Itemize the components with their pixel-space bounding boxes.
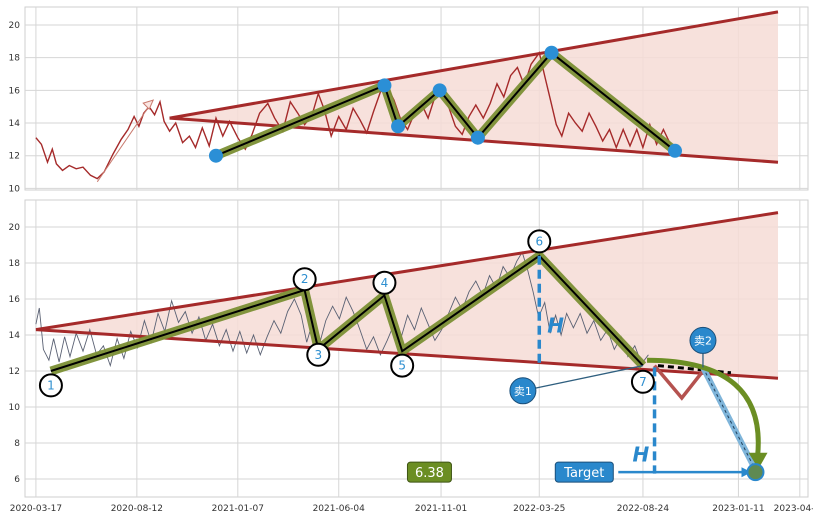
x-tick-label: 2021-11-01 — [415, 504, 467, 514]
bottom-triangle-fill — [35, 212, 778, 379]
blue-arrow-dash — [702, 367, 756, 471]
target-box — [554, 461, 614, 483]
pattern-point-marker — [544, 45, 559, 60]
x-tick-label: 2023-01-11 — [712, 504, 764, 514]
y-tick-label: 8 — [14, 439, 20, 449]
target-label: Target — [563, 466, 604, 481]
pattern-point-circle — [38, 373, 63, 398]
price-series-bottom — [35, 251, 649, 368]
sell-marker-label: 卖2 — [694, 334, 712, 347]
x-tick-label: 2022-08-24 — [617, 504, 670, 514]
sell-pointer-line — [522, 364, 644, 392]
triangle-area — [169, 11, 779, 163]
pattern-point-circle — [630, 369, 655, 394]
pattern-height-label: H — [547, 314, 564, 338]
small-up-arrow-head — [142, 99, 155, 110]
y-tick-label: 12 — [9, 367, 20, 377]
y-tick-label: 14 — [9, 331, 21, 341]
y-tick-label: 14 — [9, 119, 21, 129]
pattern-point-label: 1 — [47, 378, 55, 392]
y-tick-label: 10 — [9, 184, 21, 194]
projected-height-label: H — [633, 443, 650, 467]
triangle-area — [35, 212, 778, 379]
upper-trendline — [169, 10, 779, 120]
top-triangle-fill — [169, 11, 779, 163]
retest-v-line — [653, 364, 705, 401]
pattern-point-label: 2 — [301, 272, 309, 286]
target-value-label: 6.38 — [415, 466, 444, 481]
top-price-line — [35, 51, 676, 183]
pattern-point-marker — [377, 78, 392, 93]
y-tick-label: 20 — [9, 223, 21, 233]
bottom-price-line — [35, 251, 649, 368]
top-panel: 10 12 14 16 18 20 — [9, 6, 809, 194]
sell-marker — [509, 377, 537, 405]
target-point-marker — [746, 463, 765, 482]
green-curved-arrow — [647, 357, 761, 458]
pattern-point-circle — [306, 342, 331, 367]
top-zigzag — [208, 45, 682, 163]
small-up-arrow — [96, 99, 154, 183]
pattern-point-label: 3 — [314, 348, 322, 362]
bottom-annotations: H H Target 6.38 卖1 卖2 1 2 3 4 5 6 7 — [38, 229, 768, 483]
x-tick-label: 2021-06-04 — [313, 504, 366, 514]
pattern-point-marker — [470, 130, 485, 145]
pattern-point-marker — [667, 143, 682, 158]
y-tick-label: 12 — [9, 152, 20, 162]
pattern-point-circle — [390, 353, 415, 378]
x-tick-label: 2021-01-07 — [212, 504, 264, 514]
price-series-top — [35, 51, 676, 180]
y-tick-label: 10 — [9, 403, 21, 413]
pattern-point-circle — [292, 267, 317, 292]
y-tick-label: 16 — [9, 86, 21, 96]
pattern-point-label: 6 — [535, 234, 543, 248]
y-tick-label: 6 — [14, 475, 20, 485]
top-y-ticks: 10 12 14 16 18 20 — [9, 21, 21, 194]
sell-marker-label: 卖1 — [514, 385, 532, 398]
x-tick-label: 2020-08-12 — [111, 504, 163, 514]
pattern-point-circle — [527, 229, 552, 254]
target-value-box — [406, 461, 452, 483]
pattern-point-marker — [391, 119, 406, 134]
pattern-point-circle — [372, 270, 397, 295]
y-tick-label: 18 — [9, 259, 21, 269]
pattern-point-label: 4 — [381, 276, 389, 290]
y-tick-label: 18 — [9, 54, 21, 64]
y-tick-label: 16 — [9, 295, 21, 305]
pattern-point-label: 5 — [398, 359, 406, 373]
green-curved-arrow-head — [748, 452, 768, 469]
x-tick-label: 2020-03-17 — [10, 504, 62, 514]
y-tick-label: 20 — [9, 21, 21, 31]
pattern-point-marker — [208, 148, 223, 163]
sell-marker — [689, 326, 717, 354]
pattern-point-label: 7 — [639, 375, 647, 389]
upper-trendline — [35, 211, 779, 332]
x-tick-label: 2023-04-11 — [774, 504, 813, 514]
x-tick-label: 2022-03-25 — [513, 504, 565, 514]
pattern-point-marker — [432, 83, 447, 98]
